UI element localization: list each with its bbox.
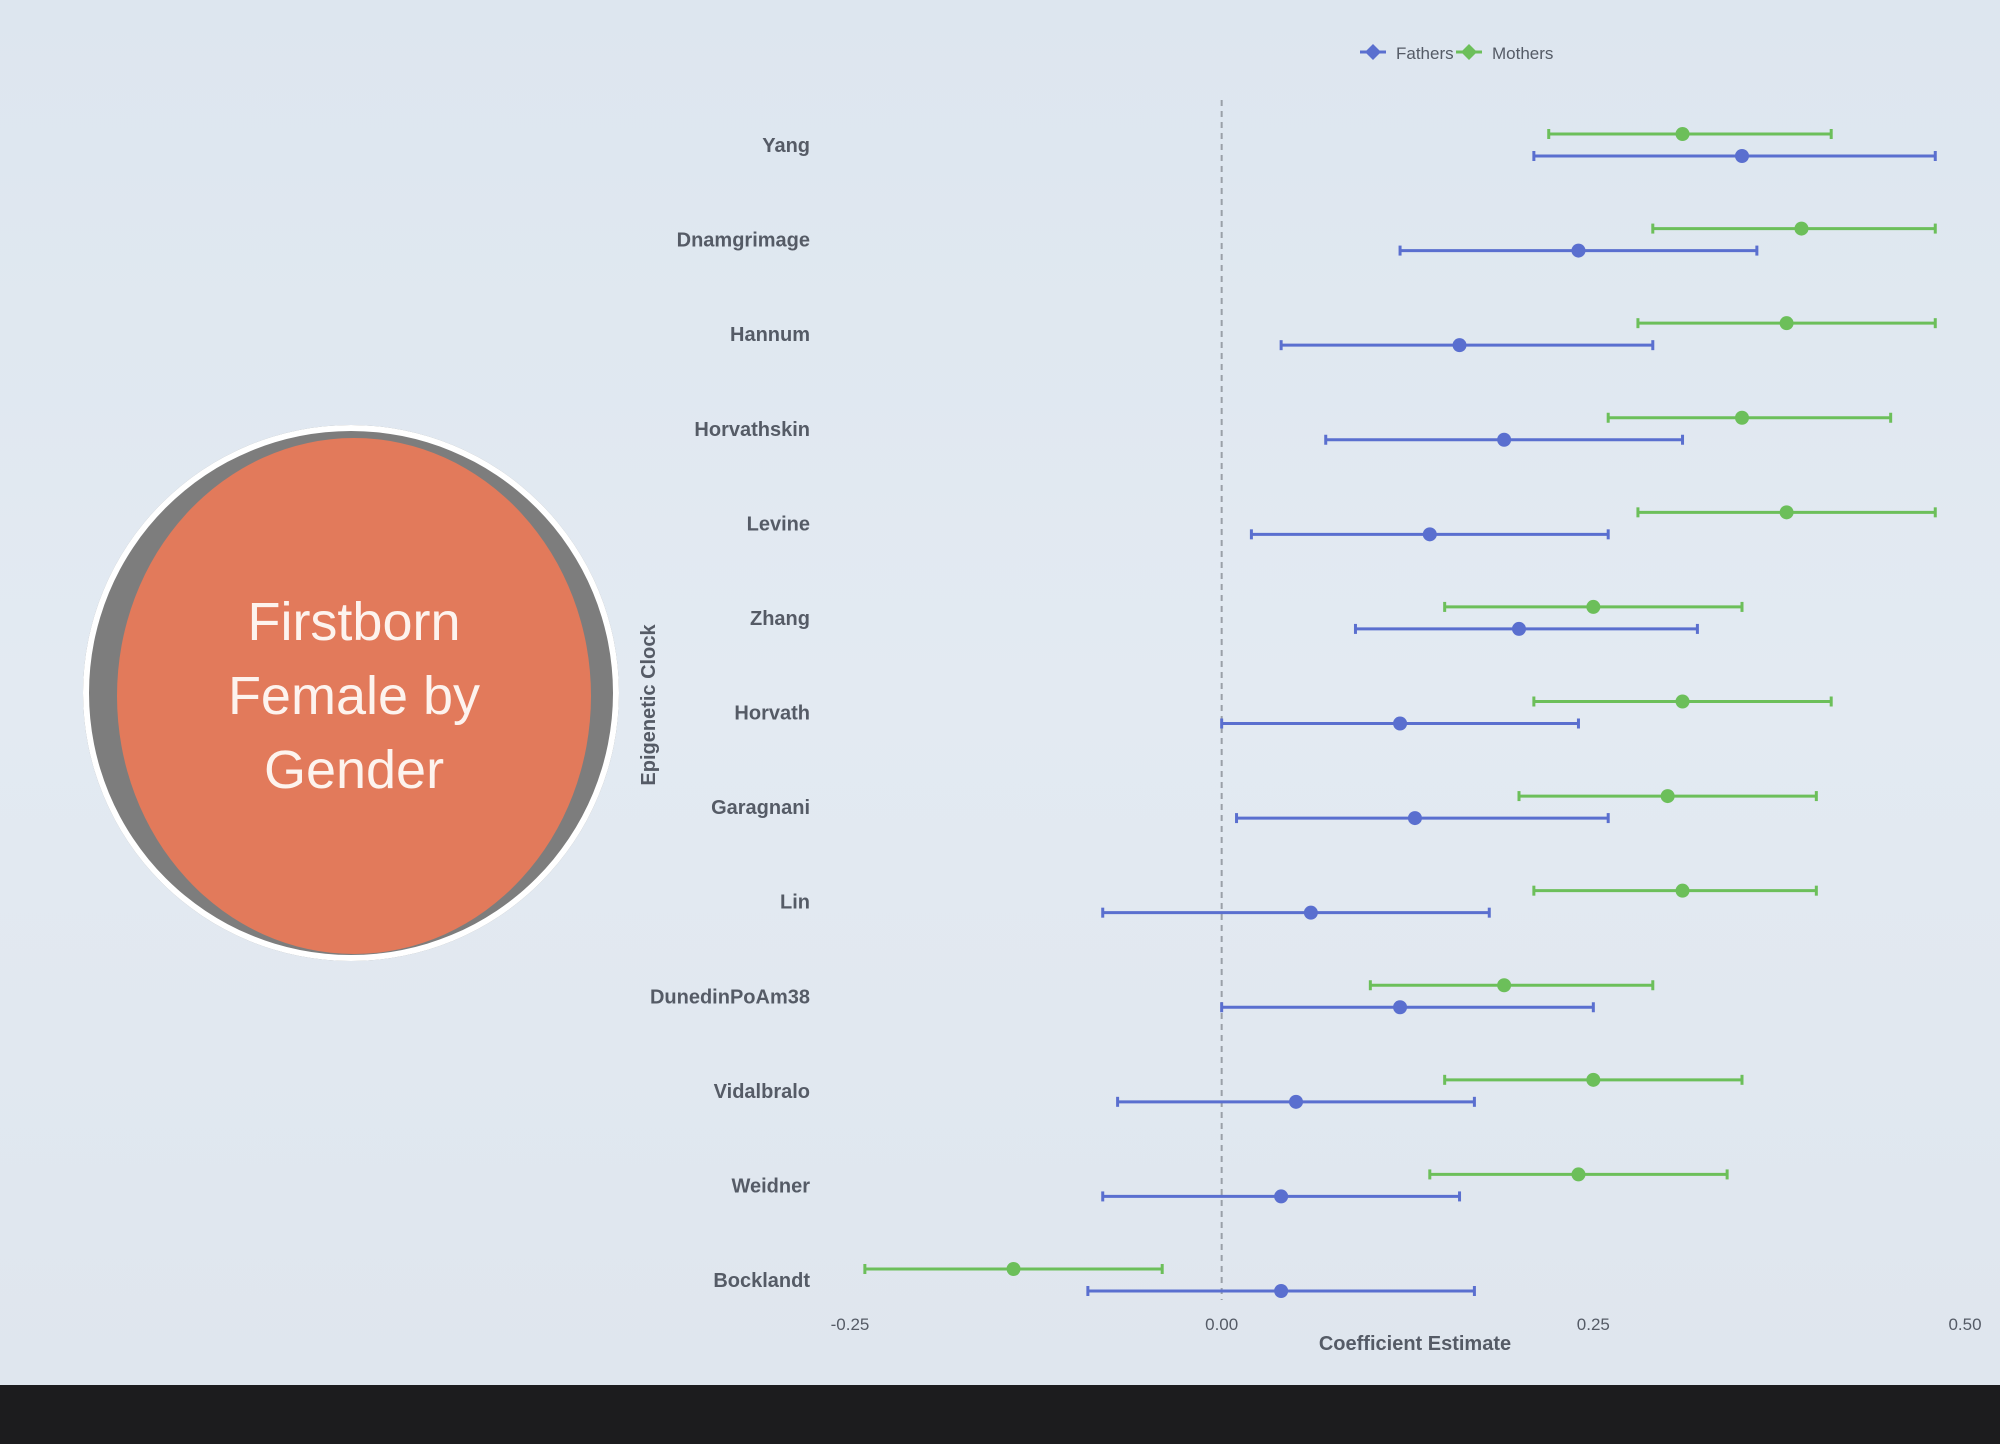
fathers-estimate-point [1512, 621, 1526, 636]
fathers-estimate-point [1393, 1000, 1408, 1015]
y-tick-label: Yang [762, 135, 810, 157]
fathers-estimate-point [1303, 905, 1318, 920]
y-tick-label: Garagnani [711, 797, 810, 819]
x-tick-label: 0.00 [1205, 1315, 1238, 1334]
mothers-estimate-point [1675, 694, 1690, 709]
y-tick-label: Horvathskin [694, 419, 810, 441]
mothers-estimate-point [1779, 505, 1794, 520]
mothers-estimate-point [1497, 978, 1512, 993]
y-tick-label: Levine [747, 513, 810, 535]
mothers-estimate-point [1571, 1167, 1586, 1182]
y-tick-label: Zhang [750, 608, 810, 630]
legend-diamond-icon [1461, 44, 1477, 60]
y-tick-label: Dnamgrimage [677, 230, 810, 252]
y-tick-label: Lin [780, 892, 810, 914]
slide: Firstborn Female by Gender Fathers Mother… [0, 0, 2000, 1385]
forest-plot: Fathers Mothers Epigenetic Clock Coeffici… [638, 44, 1982, 1355]
slide-title: Firstborn Female by Gender [227, 592, 481, 800]
mothers-estimate-point [1675, 883, 1690, 898]
mothers-estimate-point [1675, 127, 1690, 141]
fathers-estimate-point [1422, 527, 1437, 542]
x-tick-label: 0.50 [1948, 1315, 1981, 1334]
mothers-estimate-point [1586, 599, 1601, 614]
y-tick-label: Hannum [730, 324, 810, 346]
fathers-estimate-point [1452, 338, 1467, 353]
mothers-estimate-point [1586, 1072, 1601, 1087]
y-tick-label: DunedinPoAm38 [650, 986, 810, 1008]
legend-diamond-icon [1365, 44, 1381, 60]
mothers-estimate-point [1779, 316, 1794, 331]
fathers-estimate-point [1571, 243, 1586, 258]
fathers-estimate-point [1407, 811, 1422, 826]
title-circle: Firstborn Female by Gender [117, 438, 591, 954]
mothers-estimate-point [1735, 410, 1749, 425]
legend-label: Mothers [1492, 44, 1553, 63]
legend-label: Fathers [1396, 44, 1454, 63]
x-tick-label: 0.25 [1577, 1315, 1610, 1334]
y-tick-label: Weidner [731, 1175, 810, 1197]
mothers-estimate-point [1006, 1262, 1021, 1276]
fathers-estimate-point [1497, 432, 1512, 447]
x-tick-label: -0.25 [831, 1315, 870, 1334]
y-tick-label: Vidalbralo [714, 1081, 810, 1103]
y-tick-label: Bocklandt [713, 1270, 810, 1292]
y-axis-label: Epigenetic Clock [638, 624, 660, 786]
fathers-estimate-point [1735, 149, 1749, 163]
fathers-estimate-point [1274, 1284, 1289, 1298]
x-axis-label: Coefficient Estimate [1319, 1333, 1511, 1355]
fathers-estimate-point [1274, 1189, 1289, 1204]
fathers-estimate-point [1289, 1094, 1303, 1109]
mothers-estimate-point [1660, 789, 1675, 804]
legend: Fathers Mothers [1360, 44, 1553, 63]
fathers-estimate-point [1393, 716, 1408, 731]
mothers-estimate-point [1794, 221, 1809, 236]
y-tick-label: Horvath [734, 703, 810, 725]
